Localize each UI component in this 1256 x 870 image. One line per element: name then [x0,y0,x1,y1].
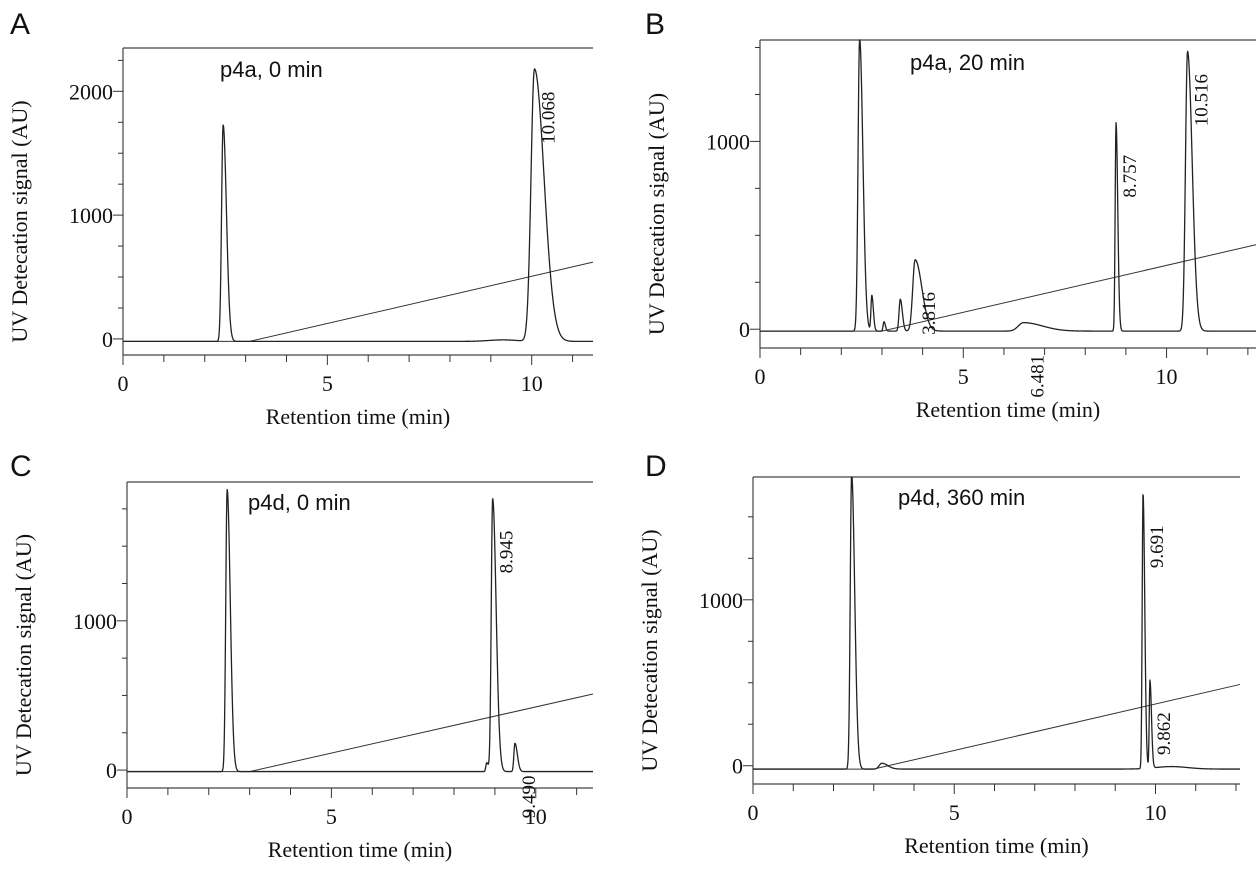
peak-label: 8.945 [497,531,518,574]
peak-label: 10.068 [538,92,559,144]
x-tick-label: 10 [525,804,547,829]
chart-panel-b: B 0 5 10 0 1000 Retention time (min) UV Detecat… [644,8,1256,422]
chart-panel-c: C 0 5 10 0 1000 Retention time (min) UV Detecat… [10,450,594,862]
panel-letter: A [10,8,30,41]
y-axis-title: UV Detecation signal (AU) [644,93,669,335]
chart-panel-d: D 0 5 10 0 1000 Retention time (min) UV Detecat… [637,450,1241,858]
peak-label: 9.691 [1147,525,1168,568]
gradient-line [881,244,1256,332]
y-axis-title: UV Detecation signal (AU) [11,534,36,776]
x-tick-label: 10 [1144,800,1166,825]
panel-letter: D [645,450,667,483]
peak-label: 6.481 [1027,355,1048,398]
run-label: p4a, 20 min [910,50,1025,75]
x-axis-title: Retention time (min) [904,833,1089,858]
y-tick-label: 2000 [69,79,113,104]
peak-label: 10.516 [1192,74,1213,126]
y-tick-label: 0 [732,754,743,779]
x-tick-label: 5 [322,371,333,396]
chromatogram-trace [126,488,594,773]
peak-label: 8.757 [1120,155,1141,198]
x-tick-label: 10 [1156,364,1178,389]
chromatogram-trace [759,39,1256,332]
y-axis-title: UV Detecation signal (AU) [637,529,662,771]
y-tick-label: 0 [739,317,750,342]
peak-label: 3.816 [919,292,940,335]
y-axis-title: UV Detecation signal (AU) [7,100,32,342]
gradient-line [249,693,594,773]
x-tick-label: 5 [958,364,969,389]
y-tick-label: 1000 [73,609,117,634]
y-tick-label: 1000 [699,588,743,613]
peak-label: 9.490 [519,775,540,818]
x-tick-label: 10 [521,371,543,396]
x-tick-label: 0 [122,804,133,829]
y-tick-label: 1000 [69,203,113,228]
chart-panel-a: A 0 5 10 0 1000 2000 Retention time (min) UV Det… [7,8,594,429]
y-tick-label: 1000 [706,129,750,154]
x-tick-label: 5 [949,800,960,825]
x-tick-label: 0 [748,800,759,825]
x-tick-label: 0 [755,364,766,389]
panel-letter: C [10,450,32,483]
chromatogram-trace [122,68,594,343]
y-tick-label: 0 [102,327,113,352]
gradient-line [249,261,594,342]
peak-label: 9.862 [1154,712,1175,755]
y-tick-label: 0 [106,758,117,783]
x-tick-label: 0 [118,371,129,396]
run-label: p4d, 360 min [898,485,1025,510]
run-label: p4a, 0 min [220,57,323,82]
run-label: p4d, 0 min [248,490,351,515]
panel-letter: B [645,8,665,41]
x-axis-title: Retention time (min) [268,837,453,862]
chromatogram-trace [752,476,1241,770]
gradient-line [873,683,1241,770]
x-axis-title: Retention time (min) [916,397,1101,422]
x-tick-label: 5 [326,804,337,829]
x-axis-title: Retention time (min) [266,404,451,429]
